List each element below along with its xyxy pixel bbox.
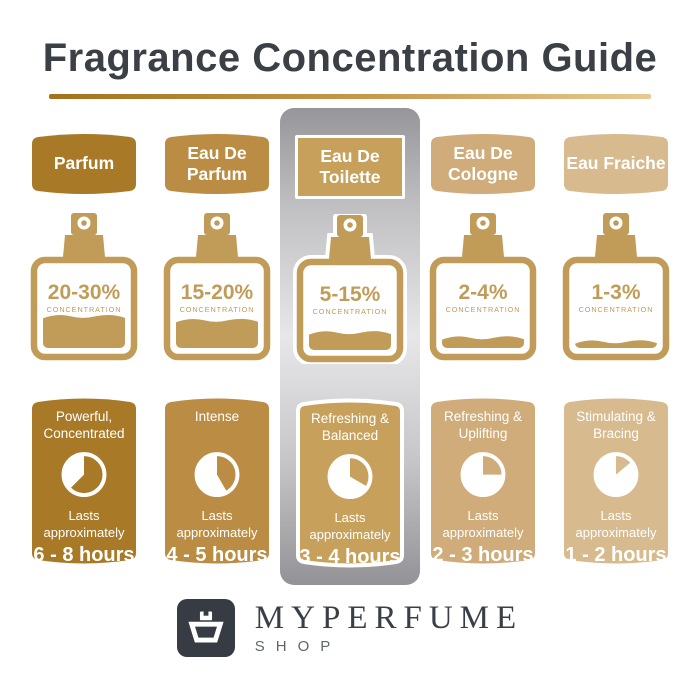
lasts-label: Lasts approximately [575, 508, 657, 541]
trait-label: Refreshing & Balanced [310, 411, 390, 443]
column-eau-de-parfum: Eau De Parfum 15-20% CONCENTRATION Inten… [151, 108, 284, 585]
trait-label: Refreshing & Uplifting [443, 409, 523, 441]
liquid-fill [309, 331, 391, 350]
perfume-bottle-icon: 20-30% CONCENTRATION [30, 213, 138, 361]
duration-value: 6 - 8 hours [33, 544, 135, 566]
duration-card: Refreshing & Balanced Lasts approximatel… [292, 397, 408, 569]
concentration-label: CONCENTRATION [313, 307, 388, 316]
perfume-bottle-icon: 15-20% CONCENTRATION [163, 213, 271, 361]
bottle-cap-icon [595, 235, 637, 257]
liquid-fill [43, 314, 125, 348]
concentration-label: CONCENTRATION [579, 305, 654, 314]
perfume-bottle-icon: 2-4% CONCENTRATION [429, 213, 537, 361]
clock-icon [327, 454, 373, 500]
duration-card: Stimulating & Bracing Lasts approximatel… [558, 395, 674, 567]
duration-card: Refreshing & Uplifting Lasts approximate… [425, 395, 541, 567]
banner-shape [431, 134, 535, 194]
column-eau-de-cologne: Eau De Cologne 2-4% CONCENTRATION Refres… [417, 108, 550, 585]
column-parfum: Parfum 20-30% CONCENTRATION Powerful, Co… [18, 108, 151, 585]
concentration-label: CONCENTRATION [47, 305, 122, 314]
concentration-label: CONCENTRATION [446, 305, 521, 314]
column-title: Parfum [53, 153, 115, 174]
trait-label: Powerful, Concentrated [43, 409, 125, 441]
perfume-bottle-icon: 5-15% CONCENTRATION [293, 214, 407, 364]
column-title: Eau Fraiche [566, 153, 666, 174]
bottle-cap-icon [462, 235, 504, 257]
lasts-label: Lasts approximately [176, 508, 258, 541]
brand-footer: MYPERFUME SHOP [0, 599, 700, 657]
column-title: Eau De Parfum [186, 142, 248, 184]
banner-shape [165, 134, 269, 194]
lasts-label: Lasts approximately [309, 510, 391, 543]
columns-area: Parfum 20-30% CONCENTRATION Powerful, Co… [0, 108, 700, 585]
concentration-value: 5-15% [320, 283, 381, 306]
clock-icon [61, 452, 107, 498]
concentration-value: 2-4% [458, 281, 507, 304]
column-header-banner: Eau Fraiche [558, 131, 674, 197]
column-header-banner: Parfum [26, 131, 142, 197]
column-header-banner: Eau De Toilette [295, 135, 405, 199]
perfume-bottle-icon: 1-3% CONCENTRATION [562, 213, 670, 361]
clock-icon [460, 452, 506, 498]
duration-value: 1 - 2 hours [565, 544, 667, 566]
banner-shape [564, 134, 668, 194]
brand-subtitle: SHOP [254, 638, 342, 656]
clock-icon [194, 452, 240, 498]
liquid-fill [176, 318, 258, 348]
liquid-fill [575, 340, 657, 348]
column-title: Eau De Cologne [448, 142, 518, 184]
bottle-cap-icon [63, 235, 105, 257]
duration-card: Powerful, Concentrated Lasts approximate… [26, 395, 142, 567]
brand-name: MYPERFUME [254, 599, 524, 636]
column-eau-de-toilette: Eau De Toilette 5-15% CONCENTRATION [284, 108, 417, 585]
duration-value: 2 - 3 hours [432, 544, 534, 566]
concentration-label: CONCENTRATION [180, 305, 255, 314]
concentration-value: 1-3% [591, 281, 640, 304]
column-eau-fraiche: Eau Fraiche 1-3% CONCENTRATION Stimulati… [550, 108, 683, 585]
trait-label: Stimulating & Bracing [576, 409, 656, 441]
trait-label: Intense [194, 409, 240, 424]
banner-shape [32, 134, 136, 194]
clock-icon [593, 452, 639, 498]
duration-value: 3 - 4 hours [299, 546, 401, 568]
duration-value: 4 - 5 hours [166, 544, 268, 566]
lasts-label: Lasts approximately [43, 508, 125, 541]
concentration-value: 15-20% [181, 281, 254, 304]
duration-card: Intense Lasts approximately 4 - 5 hours [159, 395, 275, 567]
page-title: Fragrance Concentration Guide [42, 36, 658, 80]
column-title: Eau De Toilette [319, 145, 381, 187]
bottle-cap-icon [196, 235, 238, 257]
title-underline [49, 94, 651, 99]
column-header-banner: Eau De Cologne [425, 131, 541, 197]
brand-logo-icon [176, 599, 235, 657]
column-header-banner: Eau De Parfum [159, 131, 275, 197]
bottle-cap-icon [329, 237, 371, 259]
liquid-fill [442, 336, 524, 348]
lasts-label: Lasts approximately [442, 508, 524, 541]
concentration-value: 20-30% [48, 281, 121, 304]
